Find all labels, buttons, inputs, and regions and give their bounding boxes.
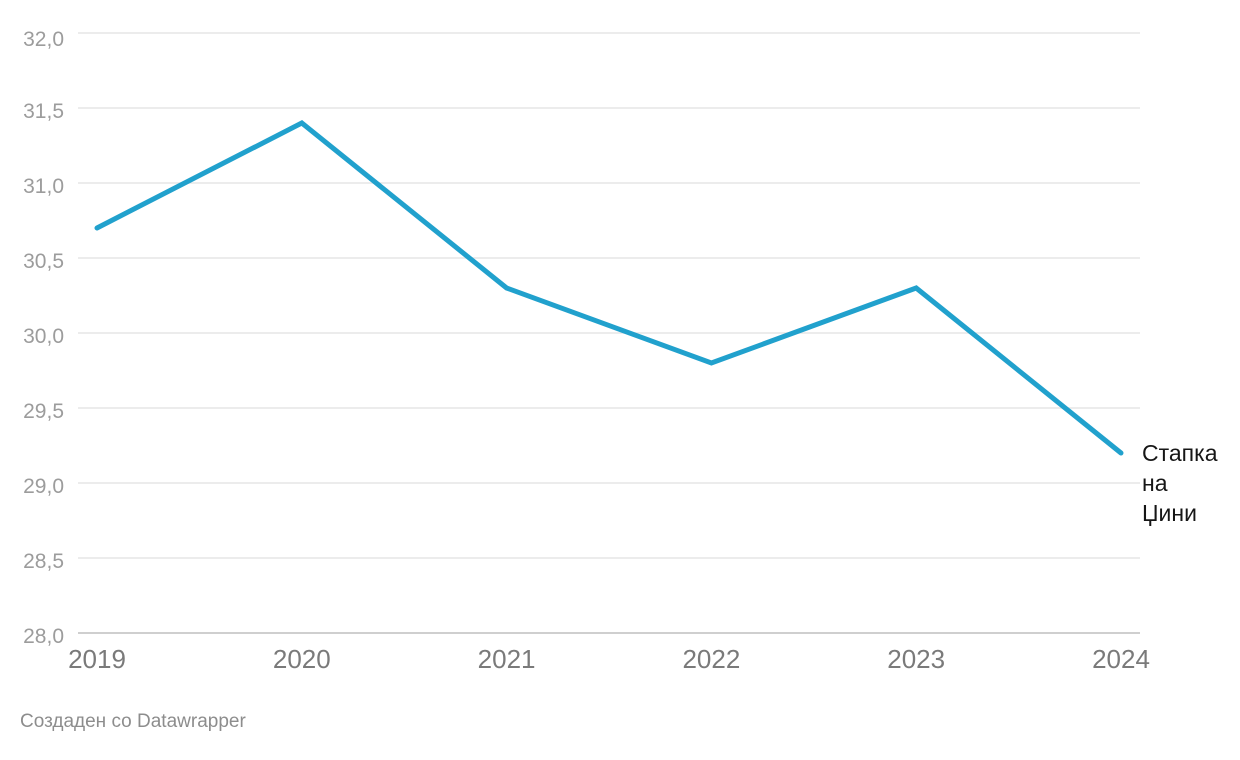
y-tick-label: 30,0: [23, 325, 64, 348]
y-tick-label: 32,0: [23, 28, 64, 51]
x-tick-label: 2022: [682, 644, 740, 674]
y-tick-label: 31,5: [23, 100, 64, 123]
x-tick-label: 2019: [68, 644, 126, 674]
y-tick-label: 29,0: [23, 475, 64, 498]
y-tick-label: 30,5: [23, 250, 64, 273]
attribution: Создаден со Datawrapper: [20, 711, 246, 733]
attribution-text: Создаден со Datawrapper: [20, 711, 246, 732]
y-tick-label: 31,0: [23, 175, 64, 198]
data-line: [94, 120, 1124, 456]
series-label: Стапка на Џини: [1142, 438, 1238, 528]
x-tick-label: 2023: [887, 644, 945, 674]
y-tick-label: 28,5: [23, 550, 64, 573]
y-tick-label: 29,5: [23, 400, 64, 423]
x-tick-label: 2020: [273, 644, 331, 674]
x-tick-label: 2021: [478, 644, 536, 674]
series-label-line: на: [1142, 470, 1168, 496]
y-tick-label: 28,0: [23, 625, 64, 648]
series-label-line: Џини: [1142, 500, 1197, 526]
x-tick-label: 2024: [1092, 644, 1150, 674]
series-label-line: Стапка: [1142, 440, 1218, 466]
